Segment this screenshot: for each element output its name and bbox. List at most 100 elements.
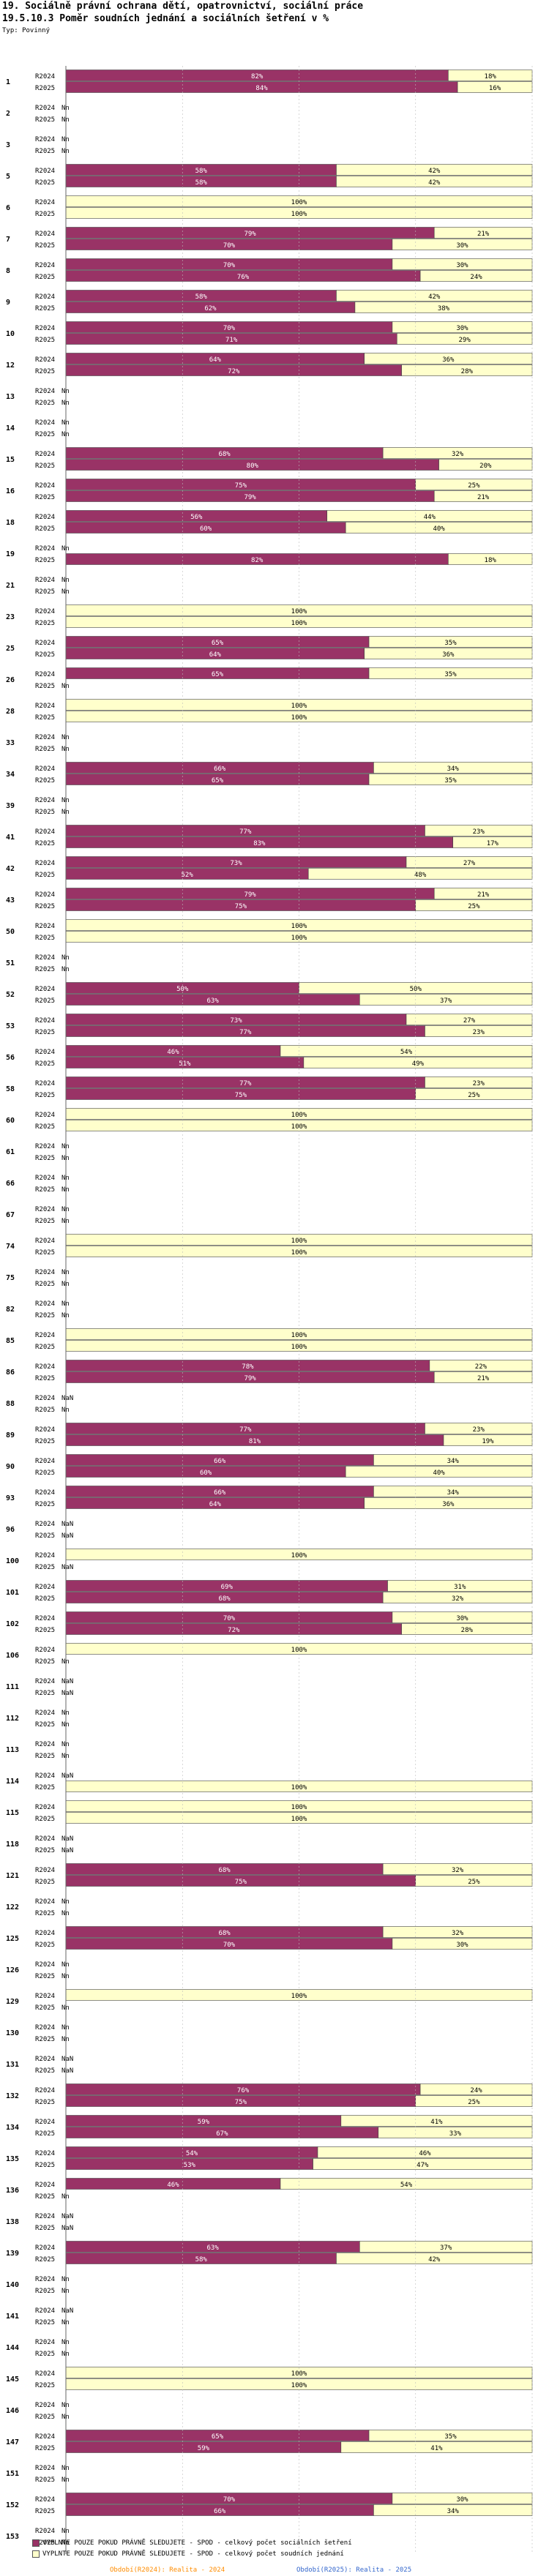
missing-label: Nn xyxy=(61,2351,70,2358)
bar-segment-court xyxy=(280,2178,533,2190)
group-label: 131 xyxy=(6,2061,19,2069)
missing-label: Nn xyxy=(61,2465,70,2472)
group-label: 88 xyxy=(6,1400,15,1408)
row-label: R2024 xyxy=(35,2056,55,2063)
group-label: 134 xyxy=(6,2124,19,2132)
row-label: R2024 xyxy=(35,1017,55,1025)
group-label: 18 xyxy=(6,519,15,527)
data-label: 21% xyxy=(477,1375,490,1382)
data-label: 79% xyxy=(244,1375,256,1382)
data-label: 23% xyxy=(473,1029,485,1036)
data-label: 70% xyxy=(223,1942,236,1949)
group-label: 14 xyxy=(6,424,15,433)
row-label: R2025 xyxy=(35,2319,55,2326)
row-label: R2024 xyxy=(35,1867,55,1874)
row-label: R2024 xyxy=(35,231,55,238)
data-label: 36% xyxy=(442,1501,455,1508)
row-label: R2024 xyxy=(35,1395,55,1402)
row-label: R2024 xyxy=(35,891,55,899)
data-label: 76% xyxy=(237,2087,250,2094)
row-label: R2024 xyxy=(35,419,55,427)
missing-label: Nn xyxy=(61,2193,70,2201)
missing-label: Nn xyxy=(61,683,70,690)
row-label: R2025 xyxy=(35,1658,55,1666)
row-label: R2024 xyxy=(35,986,55,993)
data-label: 100% xyxy=(291,1249,307,1257)
row-label: R2024 xyxy=(35,325,55,332)
row-label: R2025 xyxy=(35,1564,55,1571)
row-label: R2025 xyxy=(35,1721,55,1729)
legend-label-2: VYPLNTE POUZE POKUD PRÁVNĚ SLEDUJETE - S… xyxy=(42,2550,344,2558)
data-label: 58% xyxy=(195,179,208,187)
row-label: R2024 xyxy=(35,1049,55,1056)
row-label: R2025 xyxy=(35,1155,55,1162)
row-label: R2024 xyxy=(35,2402,55,2409)
row-label: R2025 xyxy=(35,2351,55,2358)
row-label: R2024 xyxy=(35,1552,55,1560)
group-label: 13 xyxy=(6,393,15,401)
missing-label: Nn xyxy=(61,1143,70,1150)
data-label: 64% xyxy=(209,651,222,659)
data-label: 21% xyxy=(477,891,490,899)
bar-segment-court xyxy=(425,1077,533,1088)
row-label: R2024 xyxy=(35,1175,55,1182)
row-label: R2025 xyxy=(35,1753,55,1760)
group-label: 138 xyxy=(6,2218,19,2226)
bar-segment-court xyxy=(307,868,533,880)
group-label: 19 xyxy=(6,550,15,558)
group-label: 53 xyxy=(6,1022,15,1030)
group-label: 122 xyxy=(6,1903,19,1912)
row-label: R2024 xyxy=(35,1143,55,1150)
data-label: 52% xyxy=(181,872,193,879)
missing-label: Nn xyxy=(61,1206,70,1213)
group-label: 26 xyxy=(6,676,15,684)
data-label: 35% xyxy=(444,640,457,647)
row-label: R2025 xyxy=(35,1784,55,1791)
row-label: R2024 xyxy=(35,293,55,301)
row-label: R2025 xyxy=(35,2162,55,2169)
row-label: R2025 xyxy=(35,337,55,344)
row-label: R2024 xyxy=(35,2182,55,2189)
data-label: 83% xyxy=(253,840,266,847)
data-label: 35% xyxy=(444,777,457,785)
row-label: R2024 xyxy=(35,2276,55,2283)
group-label: 121 xyxy=(6,1872,19,1880)
data-label: 34% xyxy=(447,765,460,773)
row-label: R2024 xyxy=(35,2244,55,2252)
missing-label: Nn xyxy=(61,1407,70,1414)
group-label: 1 xyxy=(6,78,10,86)
data-label: 40% xyxy=(433,525,445,533)
group-label: 129 xyxy=(6,1998,19,2006)
bar-segment-court xyxy=(382,447,533,459)
data-label: 42% xyxy=(428,293,441,301)
row-label: R2024 xyxy=(35,1772,55,1780)
row-label: R2025 xyxy=(35,525,55,533)
data-label: 66% xyxy=(214,1458,226,1465)
row-label: R2024 xyxy=(35,954,55,962)
group-label: 8 xyxy=(6,267,10,275)
missing-label: Nn xyxy=(61,136,70,143)
missing-label: NaN xyxy=(61,1835,73,1843)
bar-segment-court xyxy=(419,270,533,282)
data-label: 25% xyxy=(468,1879,480,1886)
row-label: R2024 xyxy=(35,860,55,867)
data-label: 76% xyxy=(237,274,250,281)
data-label: 36% xyxy=(442,651,455,659)
row-label: R2024 xyxy=(35,1206,55,1213)
group-label: 34 xyxy=(6,771,15,779)
data-label: 68% xyxy=(218,1930,231,1937)
bar-segment-court xyxy=(336,164,533,176)
missing-label: NaN xyxy=(61,2067,73,2075)
row-label: R2024 xyxy=(35,2370,55,2378)
row-label: R2024 xyxy=(35,2307,55,2315)
group-label: 6 xyxy=(6,204,10,212)
bar-segment-court xyxy=(396,333,533,345)
missing-label: NaN xyxy=(61,1772,73,1780)
data-label: 62% xyxy=(204,305,217,312)
data-label: 30% xyxy=(456,262,468,269)
data-label: 42% xyxy=(428,2256,441,2264)
data-label: 40% xyxy=(433,1469,445,1477)
missing-label: Nn xyxy=(61,1710,70,1717)
group-label: 90 xyxy=(6,1463,15,1471)
row-label: R2025 xyxy=(35,2193,55,2201)
